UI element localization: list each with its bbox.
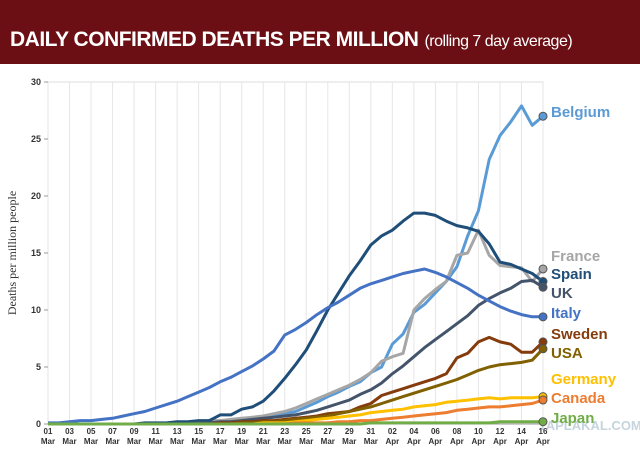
x-tick-label: 01 Mar <box>40 427 56 446</box>
legend-label: Italy <box>551 305 582 322</box>
series-line <box>48 228 545 426</box>
end-dot <box>538 312 548 322</box>
x-tick-label: 19 Mar <box>234 427 249 446</box>
x-tick-label: 29 Mar <box>342 427 357 446</box>
x-tick-label: 09 Mar <box>126 427 142 446</box>
x-tick-label: 11 Mar <box>148 427 163 446</box>
end-dot <box>538 282 548 292</box>
x-tick-label: 05 Mar <box>83 427 99 446</box>
x-tick-label: 07 Mar <box>105 427 120 446</box>
x-tick-label: 14 Apr <box>514 427 529 446</box>
end-dot <box>538 344 548 354</box>
y-tick-label: 20 <box>31 191 41 201</box>
x-tick-label: 17 Mar <box>213 427 228 446</box>
x-tick-label: 27 Mar <box>320 427 335 446</box>
legend-label: Sweden <box>551 326 608 343</box>
y-tick-label: 0 <box>36 419 41 429</box>
header-band <box>0 0 640 64</box>
y-tick-label: 15 <box>31 248 41 258</box>
legend-label: Germany <box>551 371 617 388</box>
end-dot <box>538 111 548 121</box>
x-tick-label: 21 Mar <box>256 427 271 446</box>
legend-label: Japan <box>551 410 594 427</box>
legend-label: Canada <box>551 390 606 407</box>
x-tick-label: 16 Apr <box>536 427 550 446</box>
watermark: YAPLAKAL.COM <box>538 418 640 433</box>
end-dot <box>538 417 548 427</box>
x-tick-label: 12 Apr <box>493 427 507 446</box>
legend-label: France <box>551 248 600 265</box>
end-dot <box>538 395 548 405</box>
end-dot <box>538 264 548 274</box>
series-line <box>48 420 543 426</box>
series-line <box>48 267 543 425</box>
x-tick-label: 25 Mar <box>299 427 314 446</box>
chart-title: DAILY CONFIRMED DEATHS PER MILLION <box>10 28 418 51</box>
legend-label: Spain <box>551 266 592 283</box>
series-line <box>48 104 544 426</box>
x-tick-label: 04 Apr <box>406 427 421 446</box>
y-axis-label: Deaths per million people <box>5 191 19 315</box>
y-tick-label: 25 <box>31 134 41 144</box>
x-tick-label: 02 Apr <box>385 427 400 446</box>
legend-label: Belgium <box>551 104 610 121</box>
y-tick-label: 30 <box>31 77 41 87</box>
x-tick-label: 06 Apr <box>428 427 443 446</box>
title: DAILY CONFIRMED DEATHS PER MILLION (rolli… <box>10 28 572 51</box>
y-tick-label: 5 <box>36 362 41 372</box>
x-tick-label: 23 Mar <box>277 427 292 446</box>
x-tick-label: 08 Apr <box>450 427 464 446</box>
x-tick-label: 03 Mar <box>62 427 77 446</box>
y-tick-label: 10 <box>31 305 41 315</box>
x-tick-label: 15 Mar <box>191 427 206 446</box>
legend-label: USA <box>551 345 583 362</box>
legend-label: UK <box>551 285 573 302</box>
x-tick-label: 10 Apr <box>471 427 486 446</box>
x-tick-label: 31 Mar <box>363 427 378 446</box>
series-line <box>48 211 544 426</box>
chart-subtitle: (rolling 7 day average) <box>424 33 572 50</box>
x-tick-label: 13 Mar <box>170 427 185 446</box>
